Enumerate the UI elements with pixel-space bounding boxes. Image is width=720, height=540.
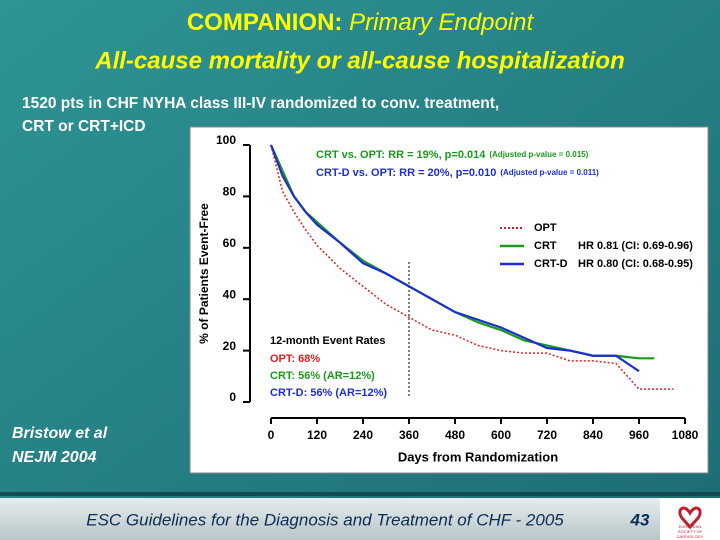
comparison-note: (Adjusted p-value = 0.011): [500, 168, 599, 177]
x-tick-label: 480: [445, 428, 465, 442]
event-rate: OPT: 68%: [270, 353, 320, 365]
slide-title-line2: All-cause mortality or all-cause hospita…: [94, 47, 624, 74]
citation: NEJM 2004: [12, 449, 97, 466]
y-tick-label: 60: [223, 236, 237, 250]
legend-note: HR 0.80 (CI: 0.68-0.95): [578, 258, 693, 270]
slide-title: COMPANION: Primary Endpoint: [187, 9, 535, 36]
legend-label: CRT-D: [534, 258, 568, 270]
y-tick-label: 40: [223, 287, 237, 301]
chart-panel: [189, 126, 709, 474]
comparison-text: CRT vs. OPT: RR = 19%, p=0.014: [316, 149, 486, 161]
title-rest: Primary Endpoint: [349, 9, 534, 36]
x-tick-label: 1080: [672, 428, 699, 442]
x-tick-label: 840: [583, 428, 603, 442]
subtitle: 1520 pts in CHF NYHA class III-IV random…: [22, 95, 499, 112]
subtitle: CRT or CRT+ICD: [22, 118, 146, 135]
logo-text: CARDIOLOGY: [677, 534, 704, 539]
comparison: CRT vs. OPT: RR = 19%, p=0.014 (Adjusted …: [316, 149, 589, 161]
citation: Bristow et al: [12, 425, 108, 442]
y-tick-label: 100: [216, 133, 236, 147]
x-tick-label: 600: [491, 428, 511, 442]
x-tick-label: 960: [629, 428, 649, 442]
legend-label: CRT: [534, 240, 557, 252]
footer-rule: [0, 492, 720, 496]
x-tick-label: 360: [399, 428, 419, 442]
y-axis-label: % of Patients Event-Free: [197, 203, 211, 344]
footer-text: ESC Guidelines for the Diagnosis and Tre…: [86, 510, 564, 529]
logo-box: [660, 498, 720, 540]
page-number: 43: [630, 510, 650, 529]
x-tick-label: 720: [537, 428, 557, 442]
logo-text: EUROPEAN: [679, 524, 702, 529]
chart: 0 20 40 60 80 100 0 120 240 360 480 600 720 840 960 108…: [197, 133, 698, 464]
y-tick-label: 0: [229, 390, 236, 404]
comparison: CRT-D vs. OPT: RR = 20%, p=0.010 (Adjuste…: [316, 167, 599, 179]
comparison-note: (Adjusted p-value = 0.015): [489, 150, 588, 159]
title-lead: COMPANION:: [187, 9, 343, 36]
event-rates-title: 12-month Event Rates: [270, 335, 386, 347]
event-rate: CRT-D: 56% (AR=12%): [270, 387, 387, 399]
x-tick-label: 0: [268, 428, 275, 442]
logo-text: SOCIETY OF: [678, 529, 703, 534]
y-tick-label: 20: [223, 339, 237, 353]
y-tick-label: 80: [223, 185, 237, 199]
x-axis-label: Days from Randomization: [398, 449, 558, 464]
legend-note: HR 0.81 (CI: 0.69-0.96): [578, 240, 693, 252]
comparison-text: CRT-D vs. OPT: RR = 20%, p=0.010: [316, 167, 496, 179]
legend-label: OPT: [534, 222, 557, 234]
series-line: [270, 144, 674, 390]
logo-heart: [678, 506, 702, 530]
series-line: [269, 144, 640, 373]
x-tick-label: 120: [307, 428, 327, 442]
event-rate: CRT: 56% (AR=12%): [270, 370, 375, 382]
x-tick-label: 240: [353, 428, 373, 442]
footer-bar: [0, 498, 660, 540]
